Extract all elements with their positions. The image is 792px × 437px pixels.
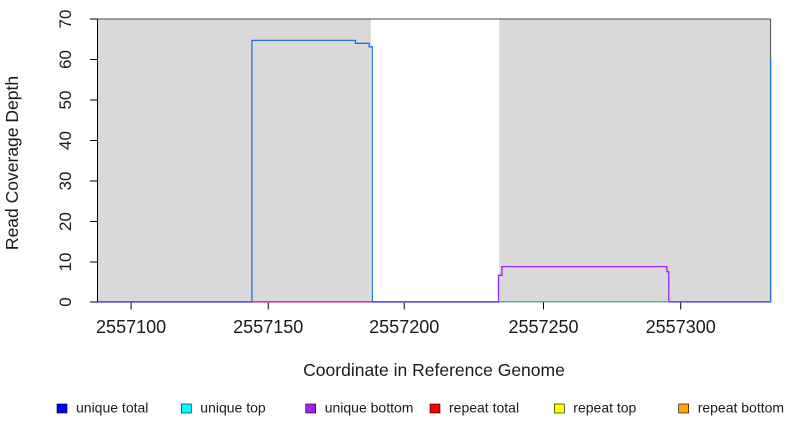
svg-text:2557250: 2557250 — [508, 317, 578, 337]
svg-text:2557300: 2557300 — [646, 317, 716, 337]
svg-text:20: 20 — [56, 212, 75, 231]
svg-text:70: 70 — [56, 10, 75, 29]
svg-text:Coordinate in Reference Genome: Coordinate in Reference Genome — [303, 360, 565, 380]
svg-text:40: 40 — [56, 131, 75, 150]
svg-text:30: 30 — [56, 172, 75, 191]
svg-text:10: 10 — [56, 253, 75, 272]
svg-text:repeat top: repeat top — [573, 400, 636, 416]
svg-text:unique bottom: unique bottom — [325, 400, 414, 416]
svg-text:2557200: 2557200 — [369, 317, 439, 337]
svg-text:repeat bottom: repeat bottom — [698, 400, 784, 416]
svg-text:2557100: 2557100 — [96, 317, 166, 337]
svg-text:0: 0 — [56, 297, 75, 306]
svg-text:repeat total: repeat total — [449, 400, 519, 416]
svg-text:unique top: unique top — [200, 400, 266, 416]
svg-text:50: 50 — [56, 91, 75, 110]
svg-text:Read Coverage Depth: Read Coverage Depth — [2, 76, 22, 250]
svg-text:60: 60 — [56, 50, 75, 69]
svg-text:2557150: 2557150 — [233, 317, 303, 337]
svg-text:unique total: unique total — [76, 400, 148, 416]
